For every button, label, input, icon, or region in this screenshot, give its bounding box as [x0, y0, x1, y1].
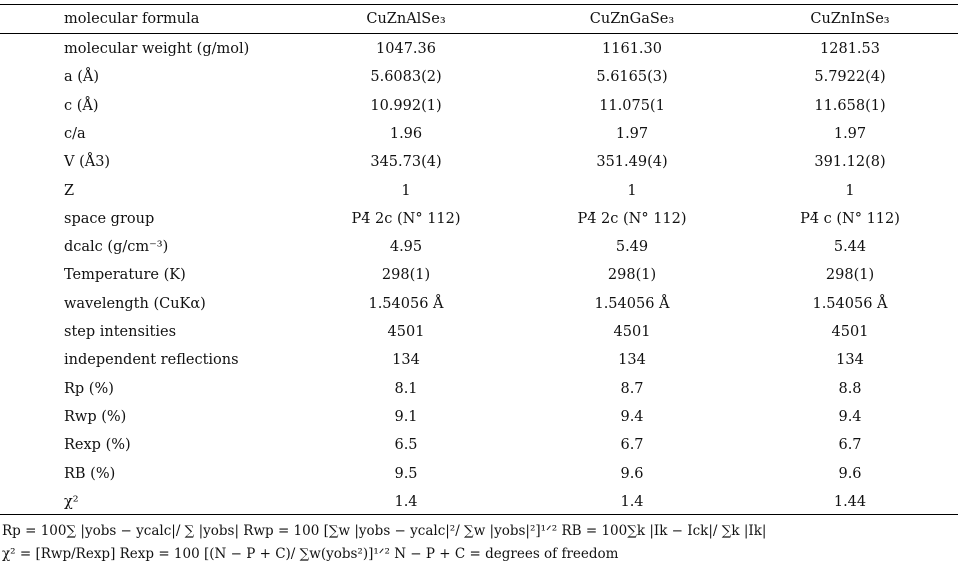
table-row: c/a 1.96 1.97 1.97: [0, 120, 958, 148]
row-label: a (Å): [64, 69, 100, 86]
header-rule: [0, 33, 958, 34]
cell-value: P4̄ c (N° 112): [800, 210, 900, 227]
cell-value: 8.7: [620, 380, 644, 397]
cell-value: 9.4: [620, 408, 644, 425]
cell-value: 9.4: [838, 408, 862, 425]
cell-value: 1.54056 Å: [594, 295, 670, 312]
cell-value: 1.97: [833, 125, 867, 142]
table-row: molecular weight (g/mol) 1047.36 1161.30 12…: [0, 35, 958, 63]
cell-value: 11.075(1: [599, 97, 665, 114]
footnote-line-2: χ² = [Rwp/Rexp] Rexp = 100 [(N − P + C)/…: [2, 546, 619, 562]
cell-value: 134: [836, 352, 864, 369]
cell-value: 1: [627, 182, 637, 199]
cell-value: 134: [618, 352, 646, 369]
cell-value: 1: [845, 182, 855, 199]
header-label: molecular formula: [64, 11, 200, 27]
cell-value: 1.96: [389, 125, 423, 142]
cell-value: 5.7922(4): [814, 69, 886, 86]
cell-value: 5.6165(3): [596, 69, 668, 86]
table-row: step intensities 4501 4501 4501: [0, 318, 958, 346]
row-label: Rwp (%): [64, 408, 127, 425]
cell-value: 6.5: [394, 437, 418, 454]
row-label: wavelength (CuKα): [64, 295, 206, 312]
table-row: Rp (%) 8.1 8.7 8.8: [0, 375, 958, 403]
cell-value: 298(1): [825, 267, 875, 284]
cell-value: 1.4: [394, 493, 418, 510]
table-row: V (Å3) 345.73(4) 351.49(4) 391.12(8): [0, 148, 958, 176]
table-row: χ² 1.4 1.4 1.44: [0, 488, 958, 516]
cell-value: 5.44: [833, 239, 867, 256]
bottom-rule: [0, 514, 958, 515]
header-col-3: CuZnInSe₃: [810, 11, 890, 27]
cell-value: 391.12(8): [814, 154, 886, 171]
cell-value: 1.54056 Å: [368, 295, 444, 312]
cell-value: 9.6: [838, 465, 862, 482]
row-label: molecular weight (g/mol): [64, 41, 250, 57]
cell-value: 351.49(4): [596, 154, 668, 171]
table-row: RB (%) 9.5 9.6 9.6: [0, 460, 958, 488]
cell-value: 9.6: [620, 465, 644, 482]
header-col-2: CuZnGaSe₃: [589, 11, 675, 27]
row-label: step intensities: [64, 324, 177, 340]
cell-value: 4.95: [389, 239, 423, 256]
top-rule: [0, 4, 958, 5]
cell-value: 1.44: [833, 493, 867, 510]
cell-value: 1047.36: [376, 41, 436, 57]
row-label: space group: [64, 210, 155, 227]
cell-value: 8.8: [838, 380, 862, 397]
row-label: independent reflections: [64, 352, 239, 369]
cell-value: P4̄ 2c (N° 112): [577, 210, 687, 227]
cell-value: 10.992(1): [370, 97, 442, 114]
cell-value: 11.658(1): [814, 97, 886, 114]
table-row: space group P4̄ 2c (N° 112) P4̄ 2c (N° 112…: [0, 205, 958, 233]
cell-value: 5.49: [615, 239, 649, 256]
table-row: Temperature (K) 298(1) 298(1) 298(1): [0, 261, 958, 289]
cell-value: 1.4: [620, 493, 644, 510]
table-row: Rwp (%) 9.1 9.4 9.4: [0, 403, 958, 431]
row-label: Z: [64, 182, 75, 199]
table-row: Rexp (%) 6.5 6.7 6.7: [0, 431, 958, 459]
row-label: Temperature (K): [64, 267, 186, 284]
row-label: RB (%): [64, 465, 116, 482]
cell-value: 9.1: [394, 408, 418, 425]
row-label: Rp (%): [64, 380, 114, 397]
cell-value: 4501: [613, 324, 651, 340]
cell-value: 1.54056 Å: [812, 295, 888, 312]
cell-value: 6.7: [838, 437, 862, 454]
row-label: χ²: [64, 493, 79, 510]
table-row: independent reflections 134 134 134: [0, 346, 958, 374]
header-col-1: CuZnAlSe₃: [366, 11, 446, 27]
table-row: wavelength (CuKα) 1.54056 Å 1.54056 Å 1.540…: [0, 290, 958, 318]
row-label: c (Å): [64, 97, 99, 114]
cell-value: 5.6083(2): [370, 69, 442, 86]
cell-value: 298(1): [381, 267, 431, 284]
cell-value: 9.5: [394, 465, 418, 482]
row-label: Rexp (%): [64, 437, 131, 454]
row-label: dcalc (g/cm⁻³): [64, 239, 169, 256]
footnote-line-1: Rp = 100∑ |yobs − ycalc|/ ∑ |yobs| Rwp =…: [2, 523, 767, 539]
cell-value: 134: [392, 352, 420, 369]
cell-value: 345.73(4): [370, 154, 442, 171]
row-label: V (Å3): [64, 154, 111, 171]
cell-value: 4501: [831, 324, 869, 340]
row-label: c/a: [64, 125, 86, 142]
cell-value: 8.1: [394, 380, 418, 397]
cell-value: 298(1): [607, 267, 657, 284]
cell-value: 1161.30: [602, 41, 662, 57]
table-row: dcalc (g/cm⁻³) 4.95 5.49 5.44: [0, 233, 958, 261]
table-row: a (Å) 5.6083(2) 5.6165(3) 5.7922(4): [0, 63, 958, 91]
table-row: c (Å) 10.992(1) 11.075(1 11.658(1): [0, 92, 958, 120]
header-row: molecular formula CuZnAlSe₃ CuZnGaSe₃ Cu…: [0, 5, 958, 33]
cell-value: 1281.53: [820, 41, 880, 57]
table-row: Z 1 1 1: [0, 177, 958, 205]
cell-value: 1.97: [615, 125, 649, 142]
cell-value: 4501: [387, 324, 425, 340]
cell-value: 6.7: [620, 437, 644, 454]
cell-value: P4̄ 2c (N° 112): [351, 210, 461, 227]
cell-value: 1: [401, 182, 411, 199]
